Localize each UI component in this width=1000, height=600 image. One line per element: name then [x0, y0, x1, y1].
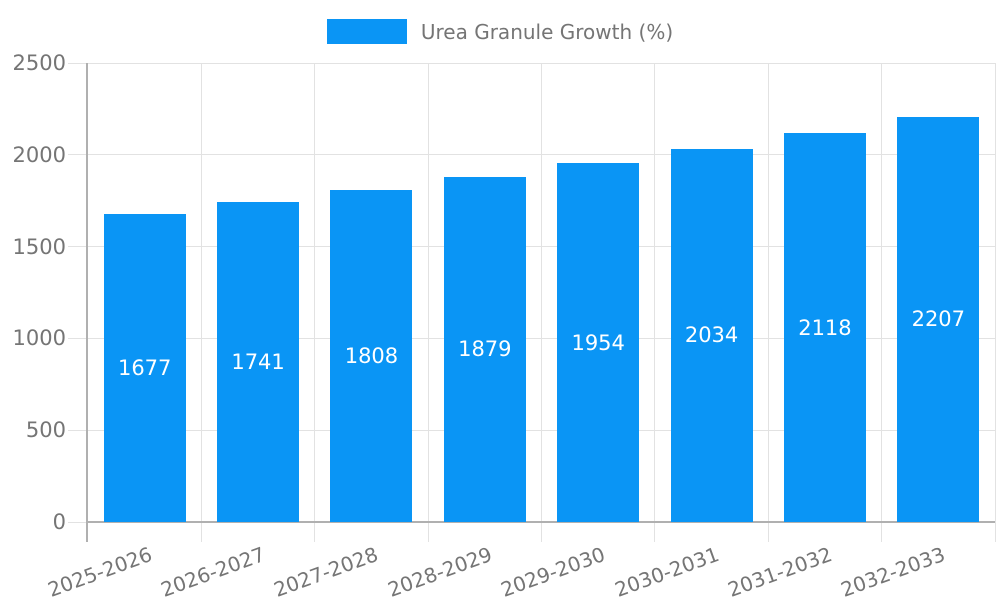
x-tick-label: 2028-2029 [384, 542, 496, 600]
bar: 1808 [330, 190, 413, 522]
y-tick-label: 2500 [12, 51, 66, 75]
x-tick-label: 2032-2033 [837, 542, 949, 600]
bar: 2118 [783, 133, 866, 522]
bar-value-label: 1741 [231, 350, 285, 375]
y-tick-label: 2000 [12, 142, 66, 167]
x-tick-label: 2031-2032 [724, 542, 836, 600]
gridline-vertical [427, 63, 429, 542]
bar: 2034 [670, 148, 753, 522]
gridline-vertical [654, 63, 656, 542]
gridline-horizontal [68, 154, 995, 156]
legend-label: Urea Granule Growth (%) [420, 19, 674, 44]
x-tick-label: 2026-2027 [157, 542, 269, 600]
legend: Urea Granule Growth (%) [0, 19, 1000, 44]
gridline-vertical [541, 63, 542, 542]
bar-value-label: 2034 [684, 323, 739, 348]
legend-swatch [326, 19, 407, 44]
gridline-vertical [767, 63, 769, 542]
x-tick-label: 2030-2031 [611, 542, 722, 600]
y-axis-line [86, 63, 88, 542]
gridline-horizontal [68, 429, 995, 431]
y-tick-mark [68, 521, 88, 523]
bar-value-label: 1808 [344, 344, 399, 369]
gridline-vertical [994, 63, 996, 542]
bar-value-label: 2207 [911, 307, 966, 332]
gridline-vertical [881, 63, 883, 542]
x-tick-label: 2025-2026 [44, 542, 155, 600]
gridline-vertical [314, 63, 316, 542]
x-tick-label: 2027-2028 [270, 542, 382, 600]
bar-value-label: 1879 [458, 337, 512, 362]
gridline-vertical [200, 63, 202, 542]
y-tick-label: 1500 [12, 234, 66, 259]
bar: 1954 [557, 163, 640, 522]
y-tick-label: 500 [25, 418, 66, 443]
x-tick-label: 2029-2030 [497, 542, 609, 600]
bar-value-label: 1677 [117, 356, 172, 381]
y-tick-label: 1000 [12, 326, 66, 351]
bar-value-label: 2118 [798, 315, 852, 340]
gridline-horizontal [68, 62, 995, 64]
y-tick-label: 0 [52, 510, 66, 534]
bar: 1677 [103, 214, 186, 522]
bar: 1741 [217, 202, 300, 522]
gridline-horizontal [68, 246, 995, 248]
gridline-horizontal [68, 337, 995, 339]
bar-value-label: 1954 [571, 330, 625, 355]
bar: 1879 [443, 177, 526, 522]
bar: 2207 [897, 116, 980, 522]
x-axis-line [88, 521, 995, 523]
